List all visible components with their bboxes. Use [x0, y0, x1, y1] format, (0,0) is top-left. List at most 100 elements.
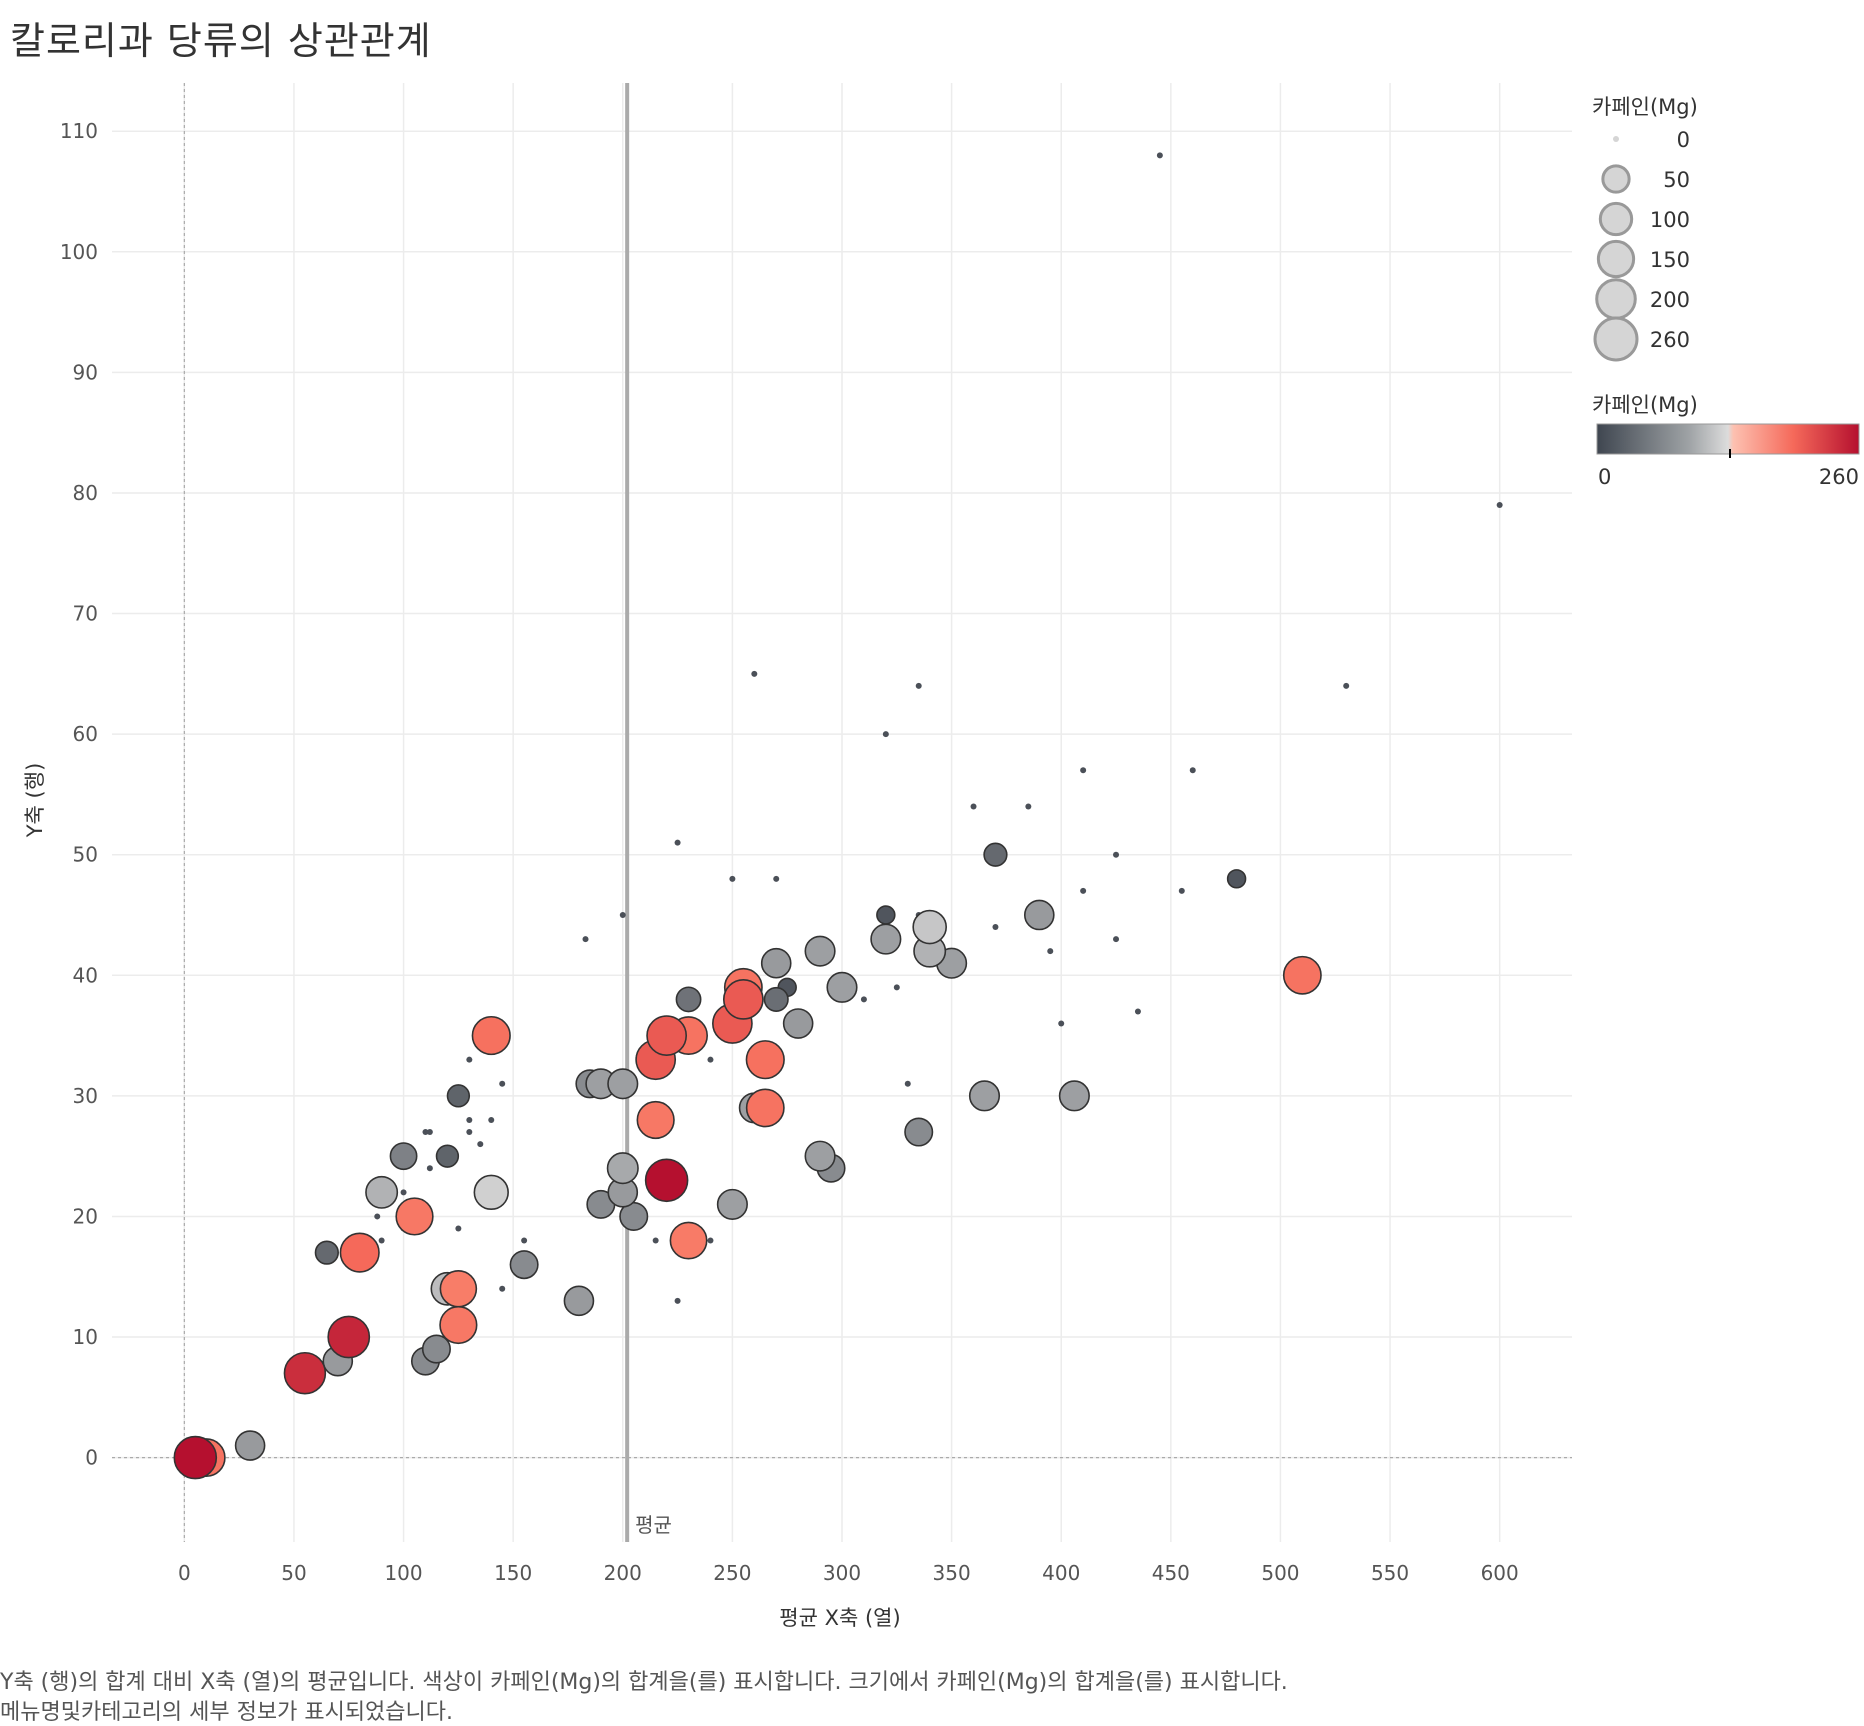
- color-gradient-bar: [1596, 423, 1860, 455]
- scatter-point: [707, 1237, 714, 1244]
- scatter-point: [1058, 1080, 1090, 1112]
- size-legend-circle: [1598, 201, 1634, 237]
- scatter-point: [1156, 152, 1163, 159]
- caption-line-1: Y축 (행)의 합계 대비 X축 (열)의 평균입니다. 색상이 카페인(Mg)…: [0, 1670, 1288, 1695]
- scatter-point: [983, 842, 1008, 867]
- scatter-point: [1058, 1020, 1065, 1027]
- scatter-point: [870, 923, 902, 955]
- scatter-point: [968, 1080, 1001, 1112]
- scatter-point: [674, 1297, 681, 1304]
- scatter-point: [477, 1141, 484, 1148]
- scatter-point: [1080, 767, 1087, 774]
- scatter-point: [439, 1270, 478, 1308]
- scatter-point: [773, 875, 780, 882]
- scatter-point: [471, 1015, 511, 1056]
- scatter-point: [804, 1140, 836, 1172]
- scatter-point: [675, 986, 702, 1013]
- scatter-point: [339, 1232, 380, 1273]
- color-legend-title: 카페인(Mg): [1592, 393, 1698, 417]
- scatter-point: [1113, 851, 1120, 858]
- x-tick-label: 450: [1152, 1561, 1190, 1585]
- scatter-point: [1023, 899, 1055, 931]
- y-tick-label: 70: [73, 602, 98, 626]
- scatter-point: [466, 1116, 473, 1123]
- scatter-point: [421, 1334, 451, 1364]
- size-legend: 카페인(Mg) 0 50 100 150 200 260: [1592, 95, 1698, 362]
- scatter-point: [466, 1056, 473, 1063]
- scatter-point: [365, 1175, 399, 1209]
- x-tick-label: 300: [823, 1561, 861, 1585]
- y-axis-title: Y축 (행): [23, 763, 47, 839]
- scatter-point: [745, 1040, 785, 1080]
- scatter-point: [283, 1351, 327, 1395]
- color-legend: 카페인(Mg) 0 260: [1592, 393, 1860, 489]
- scatter-point: [619, 911, 626, 918]
- reference-lines: [112, 83, 1572, 1542]
- scatter-point: [904, 1080, 911, 1087]
- scatter-point: [729, 875, 736, 882]
- x-tick-label: 500: [1261, 1561, 1299, 1585]
- scatter-point: [488, 1116, 495, 1123]
- x-tick-label: 400: [1042, 1561, 1080, 1585]
- size-legend-circle: [1613, 136, 1619, 142]
- y-tick-label: 30: [73, 1084, 98, 1108]
- scatter-point: [439, 1305, 478, 1345]
- size-legend-circle: [1593, 316, 1639, 362]
- scatter-point: [876, 905, 896, 925]
- scatter-point: [646, 1015, 688, 1056]
- y-tick-label: 100: [60, 240, 98, 264]
- scatter-point: [674, 839, 681, 846]
- x-tick-label: 250: [713, 1561, 751, 1585]
- grid-lines: [112, 83, 1572, 1542]
- size-legend-label: 0: [1677, 128, 1690, 152]
- y-tick-label: 0: [85, 1446, 98, 1470]
- scatter-point: [882, 731, 889, 738]
- scatter-point: [455, 1225, 462, 1232]
- scatter-point: [389, 1142, 418, 1171]
- scatter-point: [400, 1189, 407, 1196]
- scatter-point: [804, 935, 836, 967]
- scatter-point: [904, 1117, 934, 1147]
- x-tick-label: 100: [384, 1561, 422, 1585]
- scatter-point: [1134, 1008, 1141, 1015]
- scatter-point: [607, 1068, 639, 1100]
- scatter-point: [1080, 887, 1087, 894]
- x-axis-title: 평균 X축 (열): [779, 1606, 900, 1630]
- scatter-point: [606, 1152, 639, 1185]
- x-tick-label: 200: [604, 1561, 642, 1585]
- size-legend-title: 카페인(Mg): [1592, 95, 1698, 119]
- size-legend-label: 150: [1650, 248, 1690, 272]
- scatter-point: [992, 924, 999, 931]
- scatter-point: [173, 1435, 218, 1480]
- scatter-point: [912, 909, 947, 945]
- scatter-point: [893, 984, 900, 991]
- caption-line-2: 메뉴명및카테고리의 세부 정보가 표시되었습니다.: [0, 1700, 454, 1725]
- scatter-point: [1282, 955, 1322, 995]
- size-legend-items: 0 50 100 150 200 260: [1593, 128, 1690, 362]
- scatter-point: [763, 986, 789, 1012]
- y-tick-label: 90: [73, 360, 98, 384]
- x-tick-label: 350: [933, 1561, 971, 1585]
- x-tick-label: 550: [1371, 1561, 1409, 1585]
- axis-ticks: 0 50 100 150 200 250 300 350 400 450 500 550 600 0 10 2…: [60, 119, 1519, 1585]
- scatter-point: [716, 1188, 748, 1220]
- color-legend-max: 260: [1819, 465, 1859, 489]
- scatter-point: [234, 1430, 266, 1461]
- scatter-point: [563, 1285, 595, 1317]
- scatter-point: [499, 1080, 506, 1087]
- scatter-point: [466, 1129, 473, 1136]
- y-tick-label: 20: [73, 1204, 98, 1228]
- y-tick-label: 110: [60, 119, 98, 143]
- scatter-point: [314, 1240, 339, 1265]
- scatter-point: [499, 1285, 506, 1292]
- scatter-point: [1496, 502, 1503, 509]
- data-points: [173, 152, 1503, 1480]
- y-tick-label: 60: [73, 722, 98, 746]
- scatter-point: [582, 936, 589, 943]
- color-legend-min: 0: [1598, 465, 1611, 489]
- scatter-point: [426, 1129, 433, 1136]
- scatter-point: [509, 1250, 539, 1280]
- size-legend-circle: [1596, 239, 1636, 279]
- scatter-point: [970, 803, 977, 810]
